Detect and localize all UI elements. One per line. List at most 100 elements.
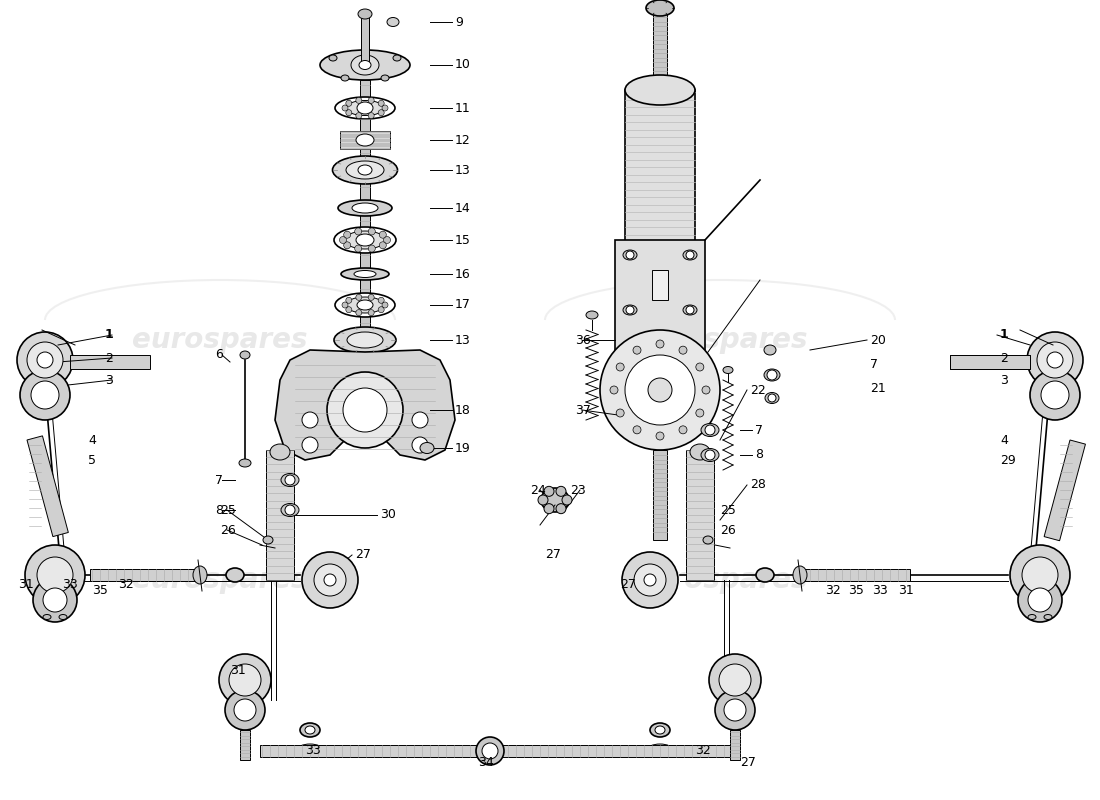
Circle shape <box>1047 352 1063 368</box>
Text: 2: 2 <box>1000 351 1008 365</box>
Ellipse shape <box>393 55 402 61</box>
Bar <box>653 450 667 540</box>
Ellipse shape <box>623 250 637 260</box>
Circle shape <box>544 486 554 496</box>
Text: 13: 13 <box>455 163 471 177</box>
Text: 10: 10 <box>455 58 471 71</box>
Ellipse shape <box>387 18 399 26</box>
Ellipse shape <box>690 444 710 460</box>
Circle shape <box>302 412 318 428</box>
Circle shape <box>686 306 694 314</box>
Bar <box>800 569 910 581</box>
Circle shape <box>1028 588 1052 612</box>
Circle shape <box>705 425 715 435</box>
Circle shape <box>354 228 362 235</box>
Ellipse shape <box>541 488 569 512</box>
Circle shape <box>1030 370 1080 420</box>
Circle shape <box>378 298 384 303</box>
Ellipse shape <box>646 0 674 16</box>
Circle shape <box>343 388 387 432</box>
Text: 3: 3 <box>1000 374 1008 386</box>
Circle shape <box>368 228 375 235</box>
Circle shape <box>679 426 688 434</box>
Text: 27: 27 <box>544 549 561 562</box>
Circle shape <box>340 237 346 243</box>
Circle shape <box>285 505 295 515</box>
Bar <box>652 270 668 300</box>
Text: 33: 33 <box>872 583 888 597</box>
Ellipse shape <box>764 369 780 381</box>
Text: 18: 18 <box>455 403 471 417</box>
Circle shape <box>33 578 77 622</box>
Ellipse shape <box>381 75 389 81</box>
Circle shape <box>37 352 53 368</box>
Circle shape <box>556 486 566 496</box>
Text: 31: 31 <box>230 663 245 677</box>
Circle shape <box>378 110 384 116</box>
Text: 36: 36 <box>575 334 591 346</box>
Circle shape <box>648 378 672 402</box>
Text: 14: 14 <box>455 202 471 214</box>
Text: 32: 32 <box>118 578 134 591</box>
Text: eurospares: eurospares <box>632 566 807 594</box>
Text: 26: 26 <box>220 523 235 537</box>
Text: 5: 5 <box>88 454 96 466</box>
Circle shape <box>342 302 348 308</box>
Text: 32: 32 <box>825 583 840 597</box>
Circle shape <box>302 552 358 608</box>
Text: 27: 27 <box>620 578 636 591</box>
Ellipse shape <box>280 503 299 517</box>
Circle shape <box>37 557 73 593</box>
Circle shape <box>715 690 755 730</box>
Ellipse shape <box>346 161 384 179</box>
Ellipse shape <box>297 744 323 756</box>
Ellipse shape <box>346 332 383 348</box>
Text: 6: 6 <box>214 349 223 362</box>
Bar <box>615 240 705 370</box>
Text: 13: 13 <box>455 334 471 346</box>
Ellipse shape <box>280 474 299 486</box>
Circle shape <box>634 564 665 596</box>
Circle shape <box>1022 557 1058 593</box>
Text: 31: 31 <box>18 578 34 591</box>
Circle shape <box>31 381 59 409</box>
Text: 7: 7 <box>755 423 763 437</box>
Ellipse shape <box>346 297 384 313</box>
Text: 26: 26 <box>720 523 736 537</box>
Circle shape <box>378 306 384 313</box>
Text: 35: 35 <box>92 583 108 597</box>
Circle shape <box>625 355 695 425</box>
Circle shape <box>302 437 318 453</box>
Circle shape <box>1041 381 1069 409</box>
Circle shape <box>229 664 261 696</box>
Ellipse shape <box>654 726 666 734</box>
Circle shape <box>656 340 664 348</box>
Circle shape <box>343 242 351 249</box>
Ellipse shape <box>683 250 697 260</box>
Circle shape <box>314 564 346 596</box>
Text: 32: 32 <box>695 743 711 757</box>
Circle shape <box>345 298 352 303</box>
Bar <box>653 5 667 95</box>
Bar <box>28 436 68 537</box>
Ellipse shape <box>334 227 396 253</box>
Text: 2: 2 <box>104 351 113 365</box>
Ellipse shape <box>192 566 207 584</box>
Ellipse shape <box>270 444 290 460</box>
Circle shape <box>16 332 73 388</box>
Circle shape <box>1018 578 1062 622</box>
Text: 30: 30 <box>379 509 396 522</box>
Text: 16: 16 <box>455 267 471 281</box>
Text: 37: 37 <box>575 403 591 417</box>
Text: 12: 12 <box>455 134 471 146</box>
Ellipse shape <box>1028 614 1036 619</box>
Text: 23: 23 <box>570 483 585 497</box>
Text: 35: 35 <box>848 583 864 597</box>
Circle shape <box>327 372 403 448</box>
Ellipse shape <box>358 165 372 175</box>
Circle shape <box>482 743 498 759</box>
Ellipse shape <box>703 536 713 544</box>
Text: 3: 3 <box>104 374 113 386</box>
Text: 20: 20 <box>870 334 886 346</box>
Ellipse shape <box>764 345 776 355</box>
